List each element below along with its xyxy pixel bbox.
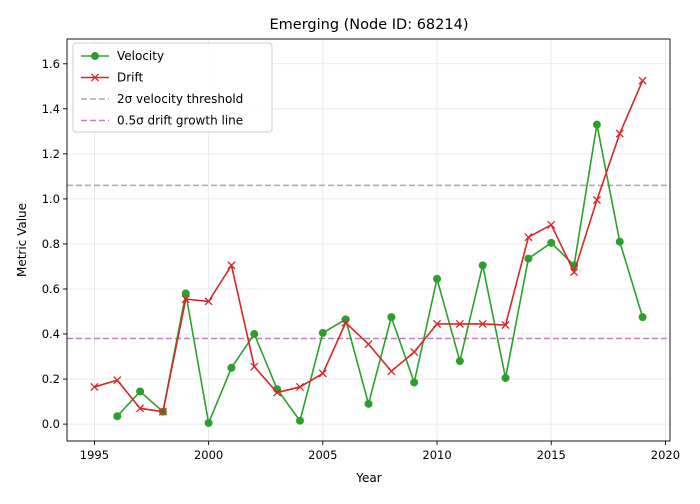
y-axis-label: Metric Value [15,203,29,277]
legend-label: 0.5σ drift growth line [117,114,243,128]
legend-label: Drift [117,71,144,85]
data-point [387,367,396,376]
x-axis-ticks: 1995 2000 2005 2010 2015 2020 [80,441,680,462]
data-point [113,376,122,385]
data-point [615,237,624,246]
legend-label: Velocity [117,49,164,63]
data-point [227,363,236,372]
data-point [341,318,350,327]
data-point [478,261,487,270]
data-point [318,328,327,337]
legend-marker [90,73,100,82]
x-tick-label: 1995 [80,448,109,462]
x-axis-label: Year [355,471,381,485]
data-point [364,399,373,408]
y-tick-label: 0.0 [42,417,60,431]
series-group [90,76,647,427]
legend: Velocity Drift 2σ velocity threshold 0.5σ d… [72,42,273,133]
data-point [615,129,624,138]
data-point [136,404,145,413]
data-point [410,378,419,387]
y-axis-ticks: 0.0 0.2 0.4 0.6 0.8 1.0 1.2 1.4 1.6 [42,57,67,431]
plot-frame [66,38,671,442]
data-point [433,274,442,283]
y-tick-label: 0.6 [42,282,60,296]
data-point [501,320,510,330]
data-point [181,289,190,298]
x-tick-label: 2015 [537,448,566,462]
data-point [524,233,533,242]
y-tick-label: 1.2 [42,147,60,161]
y-tick-label: 1.6 [42,57,60,71]
data-point [136,387,145,396]
y-tick-label: 1.4 [42,102,60,116]
data-point [478,319,487,328]
data-point [592,120,601,129]
legend-item: 2σ velocity threshold [81,92,243,106]
y-tick-label: 0.4 [42,327,60,341]
legend-box [72,42,273,133]
series-drift [90,76,647,416]
x-tick-label: 2020 [651,448,680,462]
x-tick-label: 2005 [308,448,337,462]
x-tick-label: 2000 [194,448,223,462]
data-point [204,418,213,427]
data-point [90,382,99,392]
data-point [250,362,259,371]
data-point [227,261,236,270]
data-point [250,330,259,339]
y-tick-label: 0.2 [42,372,60,386]
series-line [116,124,644,426]
legend-item: Velocity [81,49,164,63]
series-velocity [113,120,647,427]
data-point [570,268,579,277]
data-point [181,295,190,304]
legend-item: Drift [81,71,144,85]
data-point [638,313,647,322]
legend-marker [91,52,99,60]
data-point [158,407,167,416]
data-point [524,254,533,263]
chart-title: Emerging (Node ID: 68214) [270,17,469,33]
data-point [318,369,327,378]
data-point [547,220,556,229]
data-point [204,297,213,306]
legend-item: 0.5σ drift growth line [81,114,243,128]
data-point [547,238,556,247]
data-point [455,319,464,328]
reference-lines [67,184,670,340]
data-point [113,412,122,421]
data-point [638,76,647,85]
data-point [273,388,282,397]
data-point [432,319,442,328]
data-point [410,347,419,357]
data-point [592,195,601,205]
data-point [364,340,373,349]
y-tick-label: 0.8 [42,237,60,251]
data-point [387,313,396,322]
data-point [295,382,305,392]
data-point [295,416,304,425]
x-tick-label: 2010 [422,448,451,462]
y-tick-label: 1.0 [42,192,60,206]
data-point [501,373,510,382]
legend-label: 2σ velocity threshold [117,92,243,106]
data-point [455,357,464,366]
